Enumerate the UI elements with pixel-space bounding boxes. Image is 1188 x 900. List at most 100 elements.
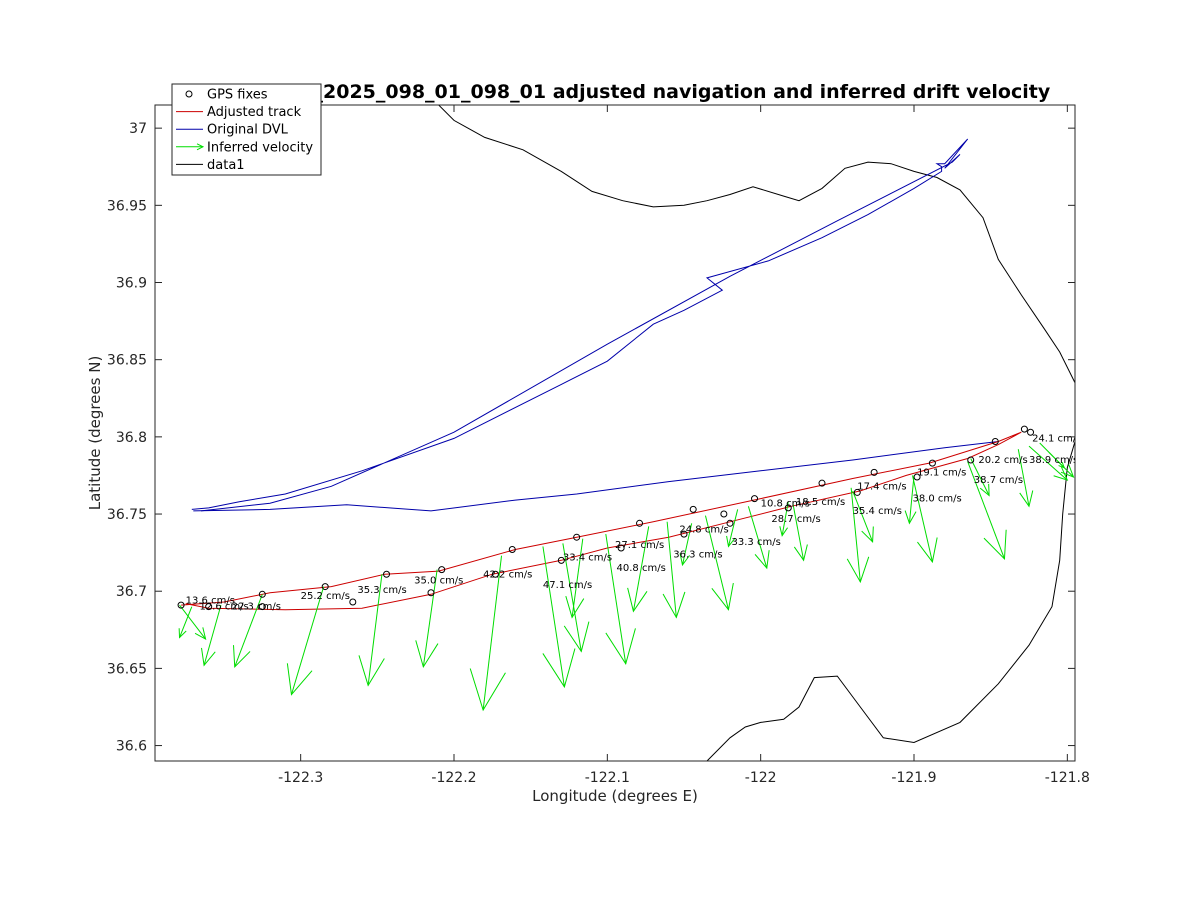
velocity-vector: [747, 506, 770, 570]
velocity-arrowhead: [469, 668, 506, 712]
velocity-label: 27.1 cm/s: [615, 540, 664, 551]
velocity-vector: [565, 538, 585, 619]
chart-title: Survey 2019_2025_098_01_098_01 adjusted …: [180, 81, 1051, 103]
velocity-arrowhead: [233, 645, 251, 668]
velocity-label: 25.2 cm/s: [301, 591, 350, 602]
velocity-arrowhead: [754, 550, 770, 570]
gps-fix-marker: [349, 598, 357, 606]
y-tick-label: 36.85: [107, 353, 147, 369]
axes-background: [155, 105, 1075, 761]
dvl-track-line: [193, 441, 999, 512]
track-layer: [181, 138, 1022, 611]
coastline-segment: [706, 441, 1075, 761]
velocity-vector: [662, 521, 686, 619]
velocity-vector: [704, 515, 734, 611]
gps-fix-marker: [258, 603, 266, 611]
coastline-segment: [437, 105, 1075, 385]
y-tick-label: 36.75: [107, 507, 147, 523]
gps-fix-marker: [177, 601, 185, 609]
legend-entry: Adjusted track: [176, 105, 302, 120]
velocity-arrowhead: [1058, 461, 1066, 469]
velocity-vector: [792, 503, 808, 562]
velocity-vector: [627, 526, 650, 613]
velocity-arrowhead: [861, 526, 874, 543]
velocity-vector: [726, 509, 739, 548]
velocity-arrowhead: [1060, 464, 1075, 478]
velocity-label: 47.1 cm/s: [543, 580, 592, 591]
velocity-arrowhead: [627, 587, 648, 613]
velocity-layer: [178, 442, 1075, 712]
y-axis-ticks: 36.6 36.65 36.7 36.75 36.8 36.85 36.9 36.95 37: [107, 121, 1075, 755]
y-axis-label: Latitude (degrees N): [86, 356, 104, 511]
coastline-layer: [437, 105, 1075, 761]
gps-fix-marker: [438, 566, 446, 574]
velocity-arrowhead: [194, 627, 207, 641]
velocity-vector: [852, 490, 874, 543]
legend-entry: Inferred velocity: [176, 140, 313, 155]
velocity-label: 20.2 cm/s: [978, 455, 1027, 466]
velocity-vector: [469, 555, 506, 712]
velocity-arrowhead: [979, 483, 990, 497]
gps-fix-marker: [751, 495, 759, 503]
gps-fix-marker: [726, 519, 734, 527]
y-tick-label: 36.95: [107, 198, 147, 214]
velocity-vector: [970, 458, 990, 497]
velocity-label: 13.6 cm/s: [186, 596, 235, 607]
velocity-vector: [679, 523, 693, 567]
velocity-vector: [562, 543, 590, 653]
velocity-vector: [415, 569, 439, 669]
gps-fix-marker: [853, 488, 861, 496]
axes-frame: [154, 104, 1076, 762]
velocity-arrowhead: [358, 655, 385, 687]
legend-label: Adjusted track: [207, 105, 302, 120]
gps-fix-marker: [967, 456, 975, 464]
legend: GPS fixes Adjusted track Original DVL Infer…: [171, 83, 322, 176]
velocity-arrowhead: [565, 595, 585, 619]
velocity-label: 38.0 cm/s: [912, 494, 961, 505]
velocity-vector: [542, 546, 576, 689]
y-tick-label: 36.7: [116, 584, 147, 600]
x-tick-label: -122.2: [431, 770, 476, 786]
y-tick-label: 36.65: [107, 661, 147, 677]
velocity-vector: [286, 586, 325, 696]
velocity-arrowhead: [286, 663, 313, 696]
velocity-arrowhead: [415, 640, 439, 669]
gps-fix-marker: [913, 473, 921, 481]
y-tick-label: 36.8: [116, 430, 147, 446]
velocity-label: 33.3 cm/s: [732, 537, 781, 548]
x-tick-label: -122: [745, 770, 777, 786]
legend-box: [171, 83, 322, 176]
gps-fix-marker: [636, 519, 644, 527]
velocity-label: 22.3 cm/s: [232, 602, 281, 613]
x-axis-ticks: -122.3 -122.2 -122.1 -122 -121.9 -121.8: [278, 105, 1090, 786]
x-tick-label: -121.8: [1045, 770, 1090, 786]
velocity-vector: [1017, 449, 1034, 508]
gps-fix-marker: [508, 546, 516, 554]
velocity-label: 24.1 cm/s: [1032, 433, 1081, 444]
y-tick-label: 36.6: [116, 739, 147, 755]
velocity-arrowhead: [1019, 490, 1034, 508]
velocity-vector: [201, 604, 222, 667]
velocity-label: 10.8 cm/s: [761, 498, 810, 509]
velocity-label-layer: 13.6 cm/s12.6 cm/s22.3 cm/s 25.2 cm/s 35.3…: [186, 433, 1081, 613]
legend-label: Original DVL: [207, 123, 289, 138]
gps-fix-marker: [991, 437, 999, 445]
gps-fix-marker: [383, 570, 391, 578]
velocity-arrowhead: [846, 556, 870, 584]
velocity-arrowhead: [711, 582, 734, 611]
velocity-label: 24.8 cm/s: [679, 525, 728, 536]
y-tick-label: 37: [129, 121, 147, 137]
legend-entry: data1: [176, 158, 245, 173]
gps-fix-marker: [928, 459, 936, 467]
velocity-arrowhead: [983, 529, 1007, 560]
velocity-label: 35.4 cm/s: [853, 506, 902, 517]
legend-entry: GPS fixes: [185, 88, 268, 103]
velocity-label: 28.7 cm/s: [771, 514, 820, 525]
velocity-label: 17.4 cm/s: [857, 481, 906, 492]
y-tick-label: 36.9: [116, 276, 147, 292]
gps-fix-marker: [491, 570, 499, 578]
velocity-vector: [1048, 451, 1066, 469]
velocity-vector: [846, 487, 870, 584]
velocity-vector: [779, 501, 789, 537]
legend-entry: Original DVL: [176, 123, 289, 138]
